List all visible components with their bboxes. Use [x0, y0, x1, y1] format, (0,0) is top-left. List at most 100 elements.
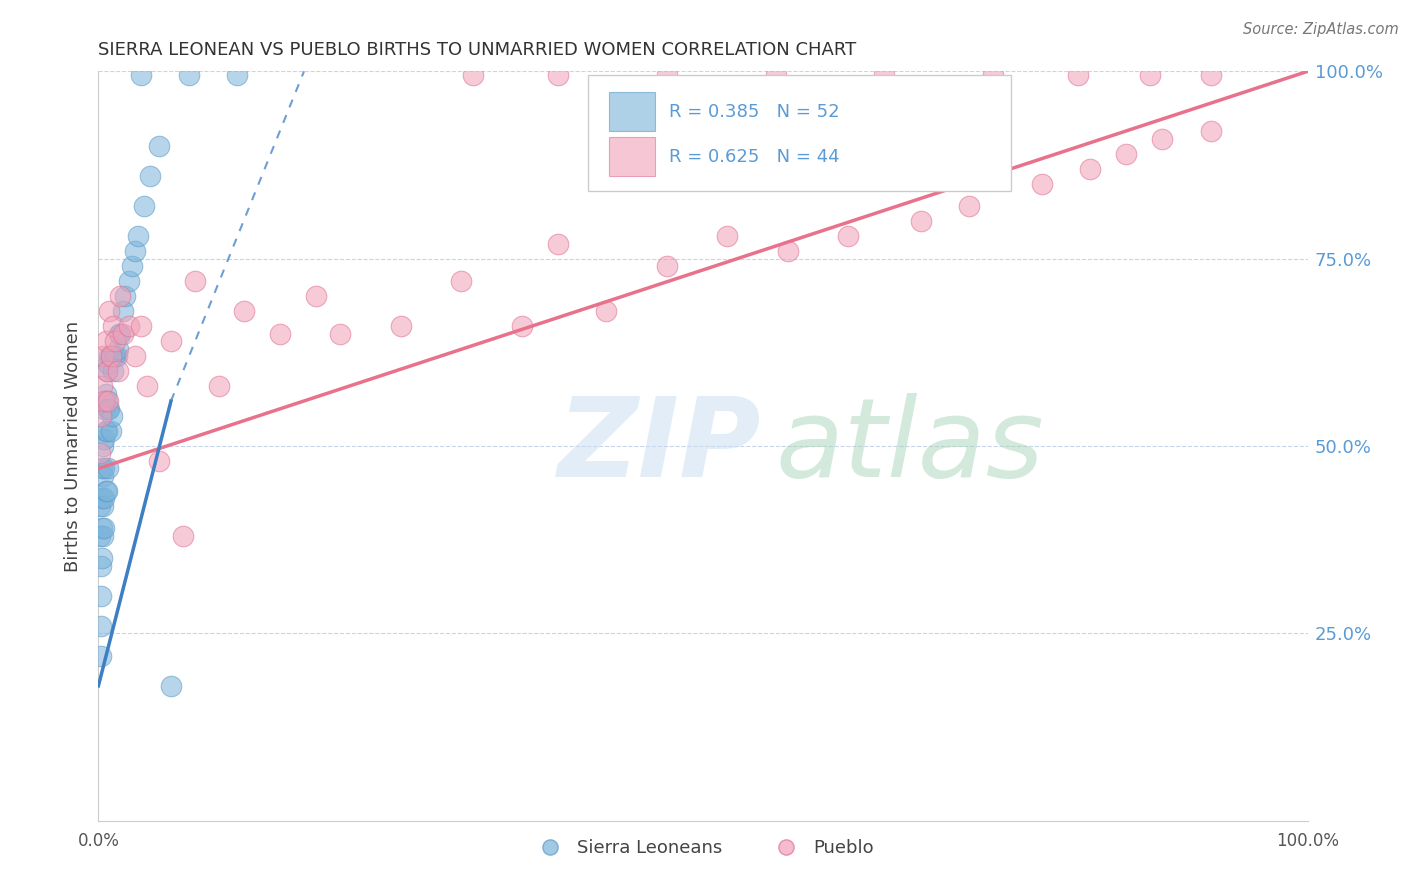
Point — [232, 304, 254, 318]
Point — [269, 326, 291, 341]
Point — [547, 236, 569, 251]
Point — [184, 274, 207, 288]
Text: Source: ZipAtlas.com: Source: ZipAtlas.com — [1243, 22, 1399, 37]
Point — [124, 349, 146, 363]
Point — [547, 68, 569, 82]
Legend: Sierra Leoneans, Pueblo: Sierra Leoneans, Pueblo — [524, 831, 882, 864]
Point — [716, 229, 738, 244]
Point — [97, 461, 120, 475]
Point — [127, 229, 149, 244]
Point — [90, 589, 112, 603]
Point — [655, 259, 678, 273]
Point — [655, 68, 678, 82]
Point — [129, 319, 152, 334]
Point — [108, 326, 131, 341]
Point — [179, 68, 201, 82]
Point — [98, 304, 121, 318]
Point — [91, 521, 114, 535]
Point — [91, 461, 114, 475]
Point — [108, 289, 131, 303]
Point — [89, 499, 111, 513]
Text: atlas: atlas — [776, 392, 1045, 500]
Point — [98, 401, 121, 416]
Point — [1199, 68, 1222, 82]
Point — [389, 319, 412, 334]
Point — [94, 386, 117, 401]
Point — [776, 244, 799, 259]
Point — [139, 169, 162, 184]
Point — [208, 379, 231, 393]
Point — [111, 304, 134, 318]
Point — [873, 68, 896, 82]
Point — [101, 319, 124, 334]
Point — [91, 349, 114, 363]
Point — [97, 357, 120, 371]
Y-axis label: Births to Unmarried Women: Births to Unmarried Women — [63, 320, 82, 572]
Point — [96, 364, 118, 378]
Point — [103, 349, 125, 363]
Point — [90, 648, 112, 663]
Point — [90, 619, 112, 633]
Point — [121, 259, 143, 273]
Point — [96, 364, 118, 378]
Point — [111, 326, 134, 341]
Point — [100, 349, 122, 363]
Text: R = 0.385   N = 52: R = 0.385 N = 52 — [669, 103, 839, 120]
Point — [100, 424, 122, 438]
Point — [93, 491, 115, 506]
Point — [172, 529, 194, 543]
Point — [91, 379, 114, 393]
Point — [91, 499, 114, 513]
Point — [1139, 68, 1161, 82]
Point — [329, 326, 352, 341]
Point — [148, 139, 170, 153]
Point — [93, 401, 115, 416]
Point — [104, 334, 127, 348]
Point — [124, 244, 146, 259]
Point — [765, 68, 787, 82]
Point — [595, 304, 617, 318]
FancyBboxPatch shape — [609, 137, 655, 177]
Text: SIERRA LEONEAN VS PUEBLO BIRTHS TO UNMARRIED WOMEN CORRELATION CHART: SIERRA LEONEAN VS PUEBLO BIRTHS TO UNMAR… — [98, 41, 856, 59]
Text: ZIP: ZIP — [558, 392, 762, 500]
Point — [93, 521, 115, 535]
Text: R = 0.625   N = 44: R = 0.625 N = 44 — [669, 148, 839, 166]
Point — [91, 551, 114, 566]
Point — [160, 679, 183, 693]
Point — [90, 409, 112, 423]
Point — [134, 199, 156, 213]
Point — [96, 424, 118, 438]
Point — [510, 319, 533, 334]
Point — [94, 424, 117, 438]
Point — [450, 274, 472, 288]
Point — [1031, 177, 1053, 191]
Point — [100, 349, 122, 363]
Point — [94, 483, 117, 498]
Point — [89, 446, 111, 460]
Point — [93, 461, 115, 475]
Point — [94, 334, 117, 348]
Point — [135, 379, 157, 393]
Point — [108, 326, 131, 341]
Point — [957, 199, 980, 213]
Point — [463, 68, 485, 82]
Point — [91, 491, 114, 506]
Point — [1152, 132, 1174, 146]
Point — [305, 289, 328, 303]
Point — [1115, 146, 1137, 161]
Point — [91, 439, 114, 453]
Point — [100, 349, 122, 363]
Point — [129, 68, 152, 82]
Point — [1199, 124, 1222, 138]
FancyBboxPatch shape — [609, 93, 655, 131]
Point — [107, 342, 129, 356]
Point — [105, 349, 128, 363]
FancyBboxPatch shape — [588, 75, 1011, 191]
Point — [107, 364, 129, 378]
Point — [97, 394, 120, 409]
Point — [910, 214, 932, 228]
Point — [93, 432, 115, 446]
Point — [93, 394, 115, 409]
Point — [1067, 68, 1090, 82]
Point — [148, 454, 170, 468]
